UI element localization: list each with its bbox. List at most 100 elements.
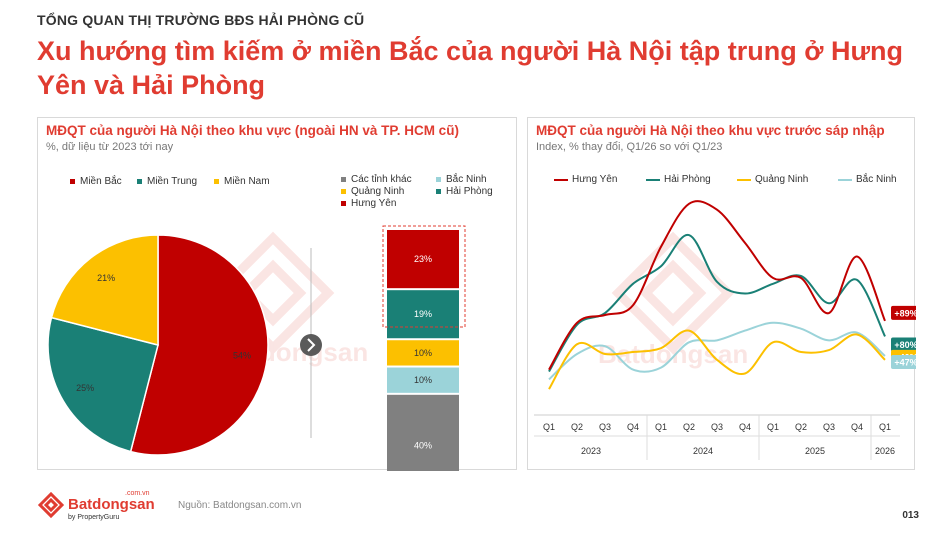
pie-legend-label: Miền Nam [224,176,270,187]
brand-logo-icon [37,491,65,519]
line-legend-label: Hưng Yên [572,174,618,185]
end-label-text: +47% [894,357,916,367]
pie-legend-item: Miền Bắc [70,176,122,187]
x-tick-label: Q1 [655,422,667,432]
pie-value-label: 54% [233,351,251,361]
stack-legend-item: Bắc Ninh [436,174,487,185]
x-tick-label: Q3 [711,422,723,432]
legend-swatch [436,177,441,182]
left-panel-title: MĐQT của người Hà Nội theo khu vực (ngoà… [46,123,459,138]
legend-swatch [554,178,568,181]
x-tick-label: Q2 [795,422,807,432]
pie-value-label: 25% [76,383,94,393]
stack-segment [387,394,459,471]
pie-legend-item: Miền Trung [137,176,197,187]
end-label-badge [891,305,916,320]
source-note: Nguồn: Batdongsan.com.vn [178,500,302,511]
stack-value-label: 19% [414,309,432,319]
x-tick-label: Q3 [599,422,611,432]
legend-swatch [436,189,441,194]
stack-legend-item: Hải Phòng [436,186,493,197]
end-label-badge [891,354,916,369]
legend-swatch [137,179,142,184]
stack-value-label: 10% [414,375,432,385]
pie-legend-label: Miền Trung [147,176,198,187]
stack-value-label: 23% [414,254,432,264]
x-year-label: 2026 [875,446,895,456]
brand-by: by PropertyGuru [68,514,119,521]
brand-name: Batdongsan [68,496,155,513]
pie-slice [50,234,159,346]
stack-segment [387,367,459,393]
x-tick-label: Q1 [767,422,779,432]
line-legend-label: Hải Phòng [664,174,711,185]
brand-domain: .com.vn [125,490,150,497]
line-chart: +89%+80%+40%+47%Q1Q2Q3Q4Q1Q2Q3Q4Q1Q2Q3Q4… [534,200,916,460]
stack-value-label: 10% [414,348,432,358]
batdongsan-logo: Batdongsan .com.vn by PropertyGuru [37,490,155,521]
x-tick-label: Q4 [739,422,751,432]
page-number: 013 [902,510,919,521]
x-year-label: 2025 [805,446,825,456]
page-headline: Xu hướng tìm kiếm ở miền Bắc của người H… [37,36,904,100]
legend-swatch [341,177,346,182]
right-panel-subtitle: Index, % thay đổi, Q1/26 so với Q1/23 [536,141,723,153]
pie-legend-item: Miền Nam [214,176,270,187]
legend-swatch [341,201,346,206]
x-tick-label: Q3 [823,422,835,432]
legend-swatch [341,189,346,194]
page-kicker: TỔNG QUAN THỊ TRƯỜNG BĐS HẢI PHÒNG CŨ [37,12,365,28]
line-legend-item: Quảng Ninh [737,174,808,185]
legend-swatch [70,179,75,184]
line-legend-label: Quảng Ninh [755,174,809,185]
line-series [548,329,886,390]
left-panel-subtitle: %, dữ liệu từ 2023 tới nay [46,141,174,153]
x-tick-label: Q2 [571,422,583,432]
legend-swatch [214,179,219,184]
stack-segment [387,340,459,366]
stack-legend-label: Quảng Ninh [351,186,405,197]
line-series [548,321,886,381]
pie-slice [129,234,269,456]
right-panel: MĐQT của người Hà Nội theo khu vực trước… [527,117,916,470]
end-label-text: +80% [894,340,916,350]
chevron-right-icon [300,334,322,356]
stack-legend-item: Các tỉnh khác [341,174,412,185]
x-tick-label: Q1 [879,422,891,432]
pie-legend-label: Miền Bắc [80,176,122,187]
stack-legend-label: Các tỉnh khác [351,174,412,185]
stack-segment [387,290,459,339]
left-chart-area: 54% 25% 21% 23% 19% 10% 10% 40% [47,225,466,471]
stack-value-label: 40% [414,440,432,450]
stack-legend-label: Hưng Yên [351,198,397,209]
legend-swatch [838,178,852,181]
line-legend-item: Bắc Ninh [838,174,897,185]
end-label-text: +89% [894,308,916,318]
pie-value-label: 21% [97,273,115,283]
stack-legend-item: Quảng Ninh [341,186,404,197]
x-year-label: 2023 [581,446,601,456]
line-series [548,200,886,371]
left-panel: MĐQT của người Hà Nội theo khu vực (ngoà… [37,117,517,471]
stack-legend-label: Bắc Ninh [446,174,487,185]
x-tick-label: Q4 [627,422,639,432]
x-year-label: 2024 [693,446,713,456]
highlight-dashed-box [382,225,466,328]
line-legend-item: Hưng Yên [554,174,617,185]
pie-chart: 54% 25% 21% [47,234,269,456]
line-series [548,234,886,373]
line-legend-label: Bắc Ninh [856,174,897,185]
x-tick-label: Q1 [543,422,555,432]
legend-swatch [737,178,751,181]
right-panel-title: MĐQT của người Hà Nội theo khu vực trước… [536,123,885,138]
stack-segment [387,230,459,289]
x-tick-label: Q4 [851,422,863,432]
end-label-badge [891,337,916,352]
stack-legend-item: Hưng Yên [341,198,396,209]
stacked-bar-chart: 23% 19% 10% 10% 40% [387,230,459,471]
line-legend-item: Hải Phòng [646,174,711,185]
legend-swatch [646,178,660,181]
pie-slice [47,316,159,453]
stack-legend-label: Hải Phòng [446,186,493,197]
x-tick-label: Q2 [683,422,695,432]
